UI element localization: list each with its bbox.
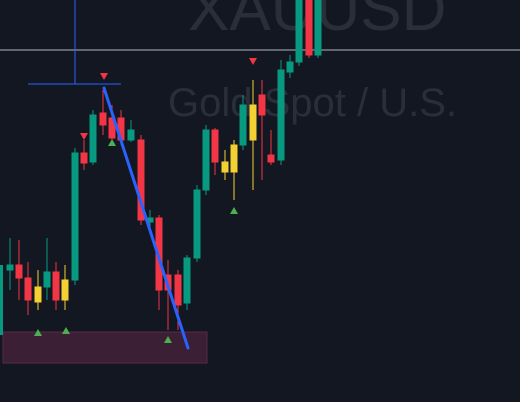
zone-box	[2, 331, 208, 364]
sell-markers	[80, 58, 257, 140]
trend-line	[102, 86, 190, 350]
watermark-description: Gold Spot / U.S.	[168, 81, 457, 125]
candles	[6, 0, 322, 330]
edge-bar	[0, 265, 3, 335]
buy-markers	[34, 139, 238, 343]
